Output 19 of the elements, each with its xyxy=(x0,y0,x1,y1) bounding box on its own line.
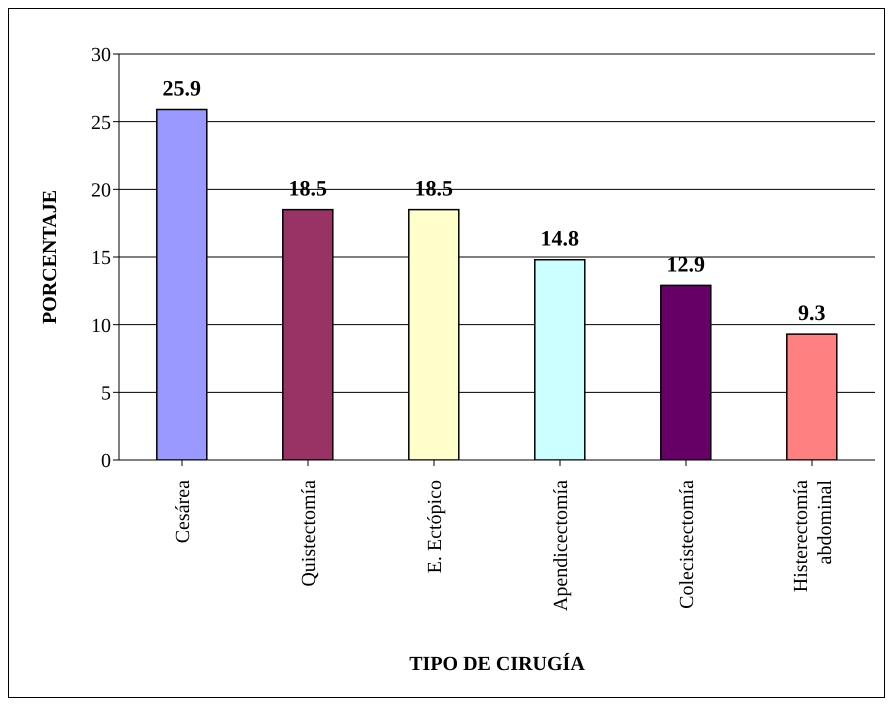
y-tick-label: 20 xyxy=(91,179,111,202)
x-tick-label: E. Ectópico xyxy=(424,480,446,574)
y-tick-label: 15 xyxy=(91,247,111,270)
x-tick-label: Colecistectomía xyxy=(676,480,698,609)
y-tick-label: 5 xyxy=(101,382,111,404)
x-tick-label: Cesárea xyxy=(172,480,194,544)
y-axis-title: PORCENTAJE xyxy=(39,190,62,324)
y-tick-label: 25 xyxy=(91,112,111,134)
data-label: 25.9 xyxy=(162,75,202,100)
x-axis-title: TIPO DE CIRUGÍA xyxy=(409,652,586,675)
data-label: 14.8 xyxy=(540,226,580,251)
data-label: 9.3 xyxy=(798,300,826,326)
y-tick-label: 0 xyxy=(101,450,111,472)
y-tick-label: 30 xyxy=(91,44,111,66)
y-tick-label: 10 xyxy=(91,314,111,337)
data-label: 12.9 xyxy=(666,251,706,276)
x-tick-label: Histerectomía abdominal xyxy=(790,480,836,592)
x-tick-label: Apendicectomía xyxy=(550,480,572,612)
x-tick-label: Quistectomía xyxy=(298,480,320,587)
